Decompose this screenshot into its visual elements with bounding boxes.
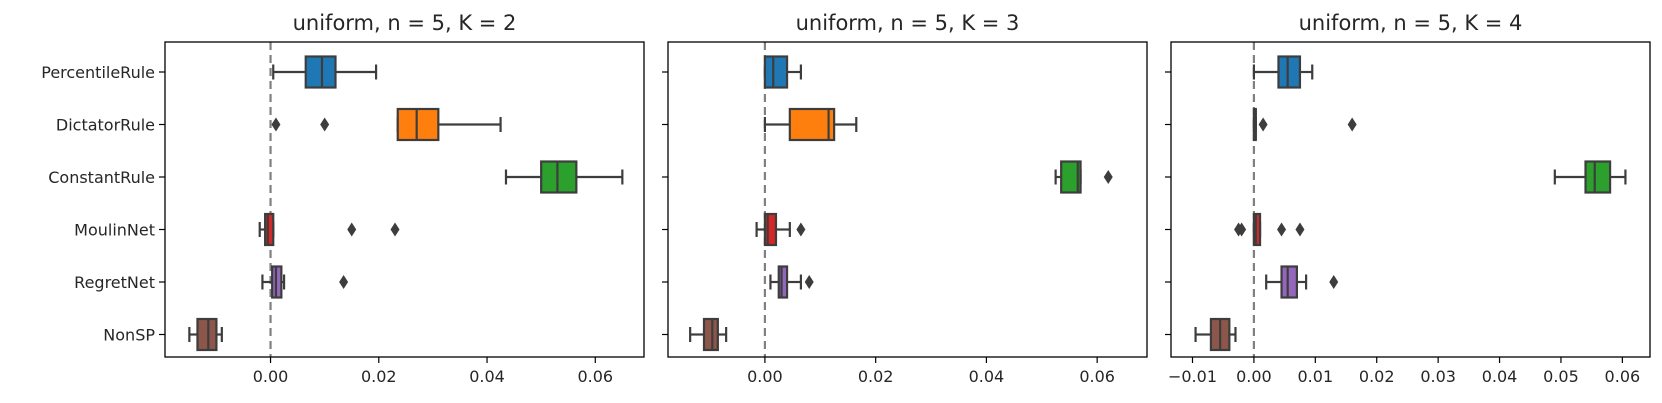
box-dictatorrule — [1252, 107, 1357, 142]
outlier-point — [320, 117, 330, 132]
y-tick-label: MoulinNet — [74, 221, 155, 240]
box-constantrule — [504, 160, 624, 194]
y-tick-label: PercentileRule — [41, 63, 155, 82]
chart-title: uniform, n = 5, K = 4 — [1299, 11, 1523, 35]
box-dictatorrule — [271, 107, 502, 142]
x-tick-label: 0.00 — [253, 367, 289, 386]
box-constantrule — [1054, 160, 1113, 194]
plot-frame — [164, 41, 645, 358]
x-tick-label: 0.06 — [577, 367, 613, 386]
x-tick-label: 0.00 — [747, 367, 783, 386]
box-iqr — [788, 107, 836, 142]
box-iqr — [196, 317, 218, 352]
outlier-point — [1295, 222, 1305, 237]
box-regretnet — [769, 265, 814, 299]
box-nonsp — [689, 317, 728, 352]
chart-panel-1: uniform, n = 5, K = 2 0.00 0.02 0.04 0.06 Per… — [41, 11, 645, 386]
box-moulinnet — [258, 212, 400, 247]
box-nonsp — [1194, 317, 1237, 352]
plot-frame — [667, 41, 1148, 358]
x-tick-label: 0.06 — [1079, 367, 1115, 386]
y-tick-label: NonSP — [103, 326, 155, 345]
outlier-point — [1347, 117, 1357, 132]
x-tick-label: 0.04 — [469, 367, 505, 386]
outlier-point — [1234, 222, 1244, 237]
box-iqr — [1252, 212, 1262, 247]
outlier-point — [339, 275, 349, 289]
box-iqr — [396, 107, 440, 142]
box-iqr — [702, 317, 719, 352]
outlier-point — [1277, 222, 1287, 237]
outlier-point — [1329, 275, 1339, 289]
box-iqr — [1060, 160, 1082, 194]
x-tick-label: 0.05 — [1543, 367, 1579, 386]
x-tick-label: 0.02 — [1359, 367, 1395, 386]
box-percentilerule — [1252, 55, 1314, 89]
box-nonsp — [188, 317, 223, 352]
box-moulinnet — [755, 212, 806, 247]
x-tick-label: 0.06 — [1605, 367, 1641, 386]
outlier-point — [1103, 170, 1113, 184]
outlier-point — [271, 117, 281, 132]
box-regretnet — [261, 265, 349, 299]
outlier-point — [1258, 117, 1268, 132]
box-iqr — [777, 265, 789, 299]
x-tick-label: −0.01 — [1168, 367, 1217, 386]
box-iqr — [1277, 55, 1302, 89]
outlier-point — [347, 222, 357, 237]
x-tick-label: 0.02 — [361, 367, 397, 386]
outlier-point — [804, 275, 814, 289]
x-tick-label: 0.01 — [1298, 367, 1334, 386]
box-iqr — [763, 212, 778, 247]
box-iqr — [264, 212, 275, 247]
outlier-point — [390, 222, 400, 237]
chart-title: uniform, n = 5, K = 3 — [796, 11, 1020, 35]
x-tick-label: 0.04 — [1482, 367, 1518, 386]
box-iqr — [763, 55, 789, 89]
outlier-point — [796, 222, 806, 237]
chart-panel-3: uniform, n = 5, K = 4 −0.01 0.00 0.01 0.02 0.… — [1165, 11, 1651, 386]
box-moulinnet — [1234, 212, 1305, 247]
x-tick-label: 0.00 — [1236, 367, 1272, 386]
plot-frame — [1170, 41, 1651, 358]
box-iqr — [304, 55, 337, 89]
box-iqr — [1280, 265, 1298, 299]
box-iqr — [1584, 160, 1612, 194]
x-tick-label: 0.03 — [1420, 367, 1456, 386]
box-iqr — [540, 160, 578, 194]
box-constantrule — [1553, 160, 1627, 194]
box-regretnet — [1265, 265, 1339, 299]
y-tick-label: DictatorRule — [56, 116, 155, 135]
x-tick-label: 0.02 — [858, 367, 894, 386]
y-tick-label: ConstantRule — [48, 168, 155, 187]
chart-title: uniform, n = 5, K = 2 — [293, 11, 517, 35]
x-tick-label: 0.04 — [969, 367, 1005, 386]
box-dictatorrule — [763, 107, 858, 142]
box-percentilerule — [272, 55, 378, 89]
box-percentilerule — [763, 55, 803, 89]
y-tick-label: RegretNet — [74, 273, 155, 292]
chart-panel-2: uniform, n = 5, K = 3 0.00 0.02 0.04 0.06 — [662, 11, 1148, 386]
